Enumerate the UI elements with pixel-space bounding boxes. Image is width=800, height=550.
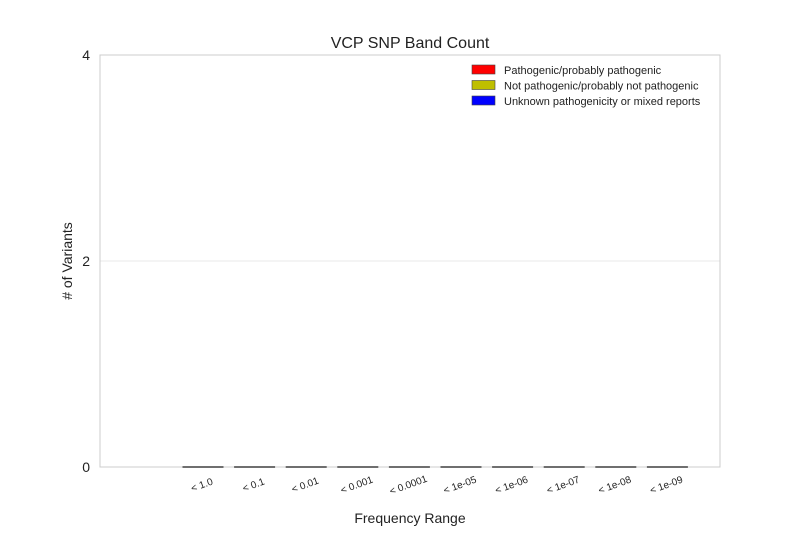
y-tick-label: 2 [82, 253, 90, 269]
x-tick-label: < 1e-07 [545, 474, 581, 496]
y-tick-labels: 0 2 4 [82, 47, 90, 475]
legend-swatch [471, 64, 496, 75]
x-tick-label: < 0.01 [290, 476, 321, 496]
x-axis-title: Frequency Range [354, 510, 466, 526]
chart-title: VCP SNP Band Count [331, 35, 490, 52]
x-tick-label: < 1e-05 [442, 474, 478, 496]
grid-lines [100, 54, 720, 468]
legend-label: Not pathogenic/probably not pathogenic [504, 81, 699, 93]
x-tick-label: < 0.001 [339, 475, 375, 497]
legend-swatch [471, 95, 496, 106]
x-tick-label: < 0.1 [241, 476, 266, 494]
y-tick-label: 0 [82, 459, 90, 475]
x-tick-labels: < 1.0 < 0.1 < 0.01 < 0.001 < 0.0001 < 1e-05 < … [190, 474, 685, 498]
legend-label: Pathogenic/probably pathogenic [504, 65, 662, 77]
y-tick-label: 4 [82, 47, 90, 63]
x-tick-label: < 1e-08 [597, 474, 633, 496]
legend-label: Unknown pathogenicity or mixed reports [504, 96, 701, 108]
x-tick-label: < 0.0001 [388, 474, 429, 498]
x-tick-label: < 1e-09 [649, 474, 685, 496]
x-tick-label: < 1e-06 [494, 474, 530, 496]
legend: Pathogenic/probably pathogenic Not pathog… [471, 64, 701, 108]
legend-swatch [471, 80, 496, 90]
y-axis-title: # of Variants [59, 222, 75, 300]
x-tick-label: < 1.0 [190, 476, 215, 494]
